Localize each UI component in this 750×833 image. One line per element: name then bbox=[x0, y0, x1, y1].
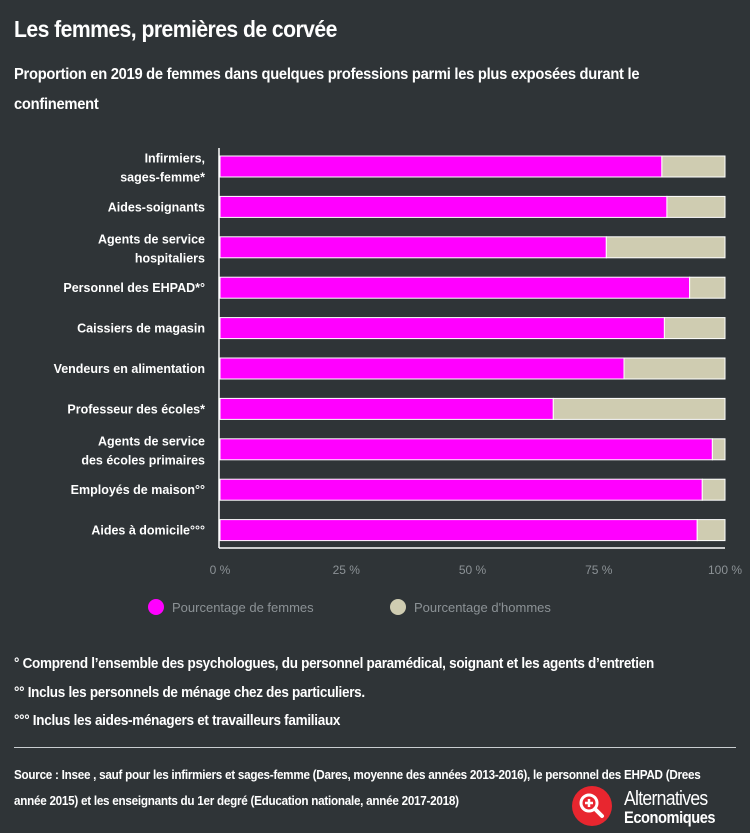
bar-women bbox=[220, 196, 667, 217]
bar-men bbox=[690, 277, 725, 298]
category-label: Vendeurs en alimentation bbox=[54, 362, 205, 376]
bar-women bbox=[220, 318, 664, 339]
source-line-1: Source : Insee , sauf pour les infirmier… bbox=[14, 762, 734, 788]
x-tick-label: 75 % bbox=[585, 563, 613, 577]
category-label: Aides-soignants bbox=[108, 200, 205, 214]
bar-men bbox=[662, 156, 725, 177]
category-label: Personnel des EHPAD*° bbox=[63, 281, 205, 295]
bar-men bbox=[664, 318, 725, 339]
bar-men bbox=[697, 520, 725, 541]
magnifier-icon bbox=[572, 786, 612, 826]
footnote-2: °° Inclus les personnels de ménage chez … bbox=[14, 679, 693, 708]
bar-women bbox=[220, 520, 697, 541]
legend-label: Pourcentage de femmes bbox=[172, 600, 314, 615]
bar-women bbox=[220, 479, 702, 500]
bar-men bbox=[667, 196, 725, 217]
legend-marker bbox=[390, 599, 406, 615]
bar-men bbox=[712, 439, 725, 460]
category-label: Agents de service bbox=[98, 232, 205, 246]
bar-men bbox=[553, 398, 725, 419]
category-label: Infirmiers, bbox=[145, 152, 205, 166]
bar-women bbox=[220, 439, 712, 460]
bar-women bbox=[220, 398, 553, 419]
x-tick-label: 50 % bbox=[459, 563, 487, 577]
brand-logo[interactable]: Alternatives Economiques bbox=[572, 786, 742, 830]
x-tick-label: 0 % bbox=[210, 563, 231, 577]
bar-men bbox=[606, 237, 725, 258]
bar-women bbox=[220, 156, 662, 177]
category-label: Caissiers de magasin bbox=[77, 322, 205, 336]
footnote-1: ° Comprend l’ensemble des psychologues, … bbox=[14, 650, 693, 679]
bar-men bbox=[702, 479, 725, 500]
category-label: Professeur des écoles* bbox=[67, 402, 205, 416]
bar-women bbox=[220, 237, 606, 258]
legend-marker bbox=[148, 599, 164, 615]
divider bbox=[14, 747, 736, 748]
category-label: sages-femme* bbox=[120, 171, 205, 185]
footnotes: ° Comprend l’ensemble des psychologues, … bbox=[14, 650, 693, 736]
x-tick-label: 100 % bbox=[708, 563, 742, 577]
legend-label: Pourcentage d'hommes bbox=[414, 600, 551, 615]
bar-men bbox=[624, 358, 725, 379]
bar-women bbox=[220, 358, 624, 379]
bar-women bbox=[220, 277, 690, 298]
category-label: des écoles primaires bbox=[81, 453, 205, 467]
x-tick-label: 25 % bbox=[333, 563, 361, 577]
category-label: Employés de maison°° bbox=[71, 483, 205, 497]
bar-chart: Infirmiers, sages-femme* Aides-soignants Ag… bbox=[0, 0, 750, 640]
category-label: Agents de service bbox=[98, 434, 205, 448]
logo-line-2: Economiques bbox=[624, 808, 715, 828]
category-label: Aides à domicile°°° bbox=[91, 524, 205, 538]
category-label: hospitaliers bbox=[135, 251, 205, 265]
footnote-3: °°° Inclus les aides-ménagers et travail… bbox=[14, 707, 693, 736]
